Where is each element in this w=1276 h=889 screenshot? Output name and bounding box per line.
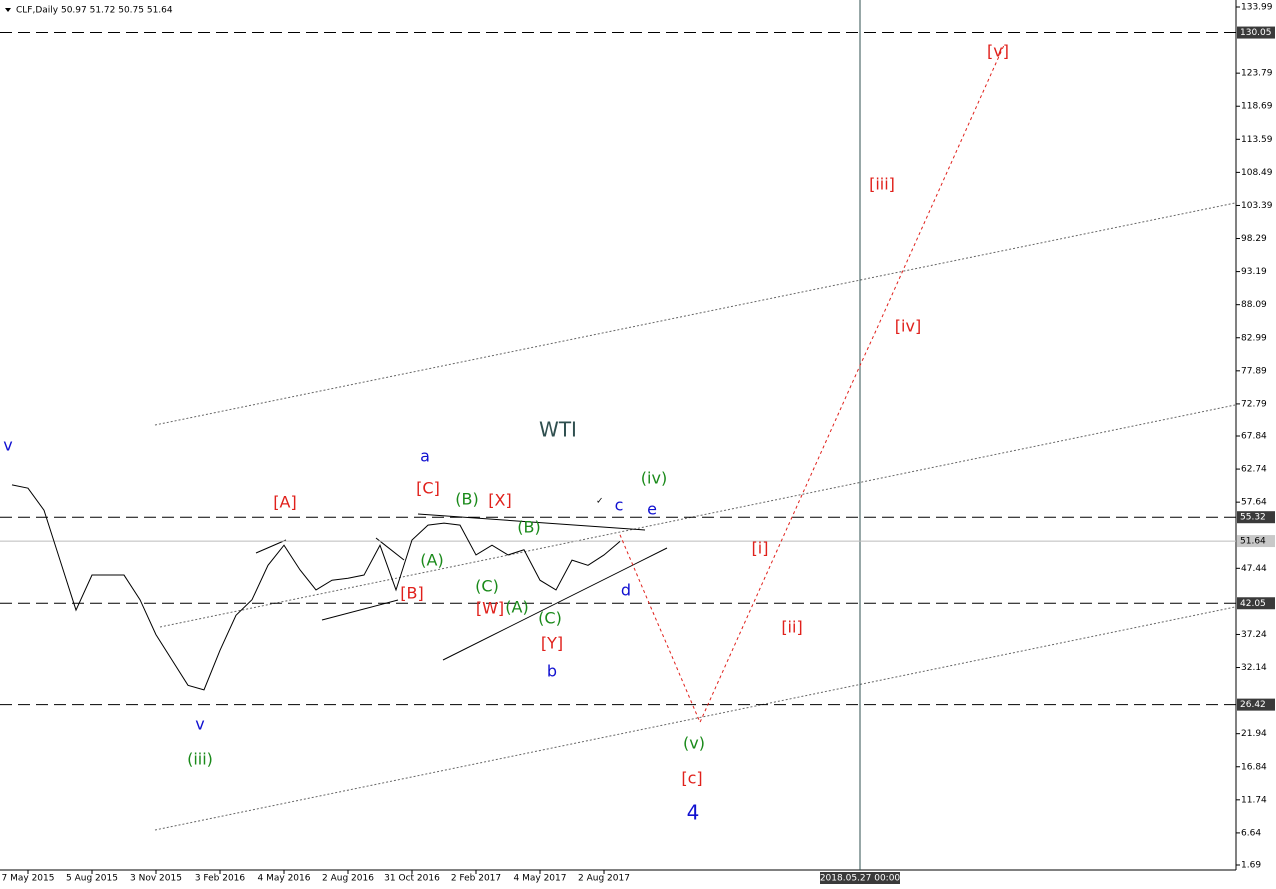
y-tick-label: 133.99 bbox=[1241, 3, 1273, 13]
wave-label: [i] bbox=[752, 539, 769, 558]
x-tick-label: 2 Aug 2016 bbox=[322, 874, 374, 884]
trend-line bbox=[417, 513, 646, 531]
wave-label: b bbox=[547, 662, 557, 681]
wave-label: [A] bbox=[273, 493, 296, 512]
y-tick-label: 16.84 bbox=[1241, 762, 1267, 772]
wave-label: (A) bbox=[505, 598, 528, 617]
wave-label: [C] bbox=[416, 479, 440, 498]
y-tick-label: 72.79 bbox=[1241, 399, 1267, 409]
check-icon: ✓ bbox=[596, 497, 604, 507]
level-label-box bbox=[1237, 597, 1275, 610]
last-price-label: 51.64 bbox=[1240, 537, 1266, 547]
chart-title: CLF,Daily 50.97 51.72 50.75 51.64 bbox=[16, 6, 173, 16]
channel-line bbox=[159, 404, 1236, 628]
last-price-box bbox=[1237, 535, 1275, 548]
level-label: 26.42 bbox=[1240, 700, 1266, 710]
y-tick-label: 57.64 bbox=[1241, 498, 1267, 508]
y-tick-label: 88.09 bbox=[1241, 300, 1267, 310]
wave-label: a bbox=[420, 447, 430, 466]
y-tick-label: 62.74 bbox=[1241, 465, 1267, 475]
wave-label: (v) bbox=[683, 734, 705, 753]
y-tick-label: 113.59 bbox=[1241, 135, 1273, 145]
crosshair-label: 2018.05.27 00:00 bbox=[820, 874, 901, 884]
wave-label: [iii] bbox=[869, 175, 895, 194]
y-tick-label: 82.99 bbox=[1241, 333, 1267, 343]
y-tick-label: 93.19 bbox=[1241, 267, 1267, 277]
wave-label: (B) bbox=[455, 490, 478, 509]
x-tick-label: 2 Aug 2017 bbox=[578, 874, 630, 884]
y-tick-label: 98.29 bbox=[1241, 234, 1267, 244]
wave-label: (iii) bbox=[187, 750, 213, 769]
x-tick-label: 3 Feb 2016 bbox=[195, 874, 246, 884]
wave-label: (C) bbox=[538, 609, 562, 628]
trend-line bbox=[442, 547, 668, 661]
level-label: 42.05 bbox=[1240, 599, 1266, 609]
wave-label: v bbox=[195, 715, 204, 734]
wave-label: [v] bbox=[987, 42, 1009, 61]
y-tick-label: 37.24 bbox=[1241, 630, 1267, 640]
wave-label: [c] bbox=[681, 769, 702, 788]
wave-label: (B) bbox=[517, 518, 540, 537]
level-label: 55.32 bbox=[1240, 513, 1266, 523]
y-tick-label: 32.14 bbox=[1241, 663, 1267, 673]
y-tick-label: 47.44 bbox=[1241, 564, 1267, 574]
price-line bbox=[11, 484, 621, 691]
crosshair-label-box bbox=[820, 872, 900, 884]
y-tick-label: 103.39 bbox=[1241, 201, 1273, 211]
x-tick-label: 7 May 2015 bbox=[2, 874, 55, 884]
trend-line bbox=[255, 539, 287, 554]
channel-lines bbox=[154, 202, 1236, 831]
wave-label: d bbox=[621, 581, 631, 600]
x-tick-label: 31 Oct 2016 bbox=[384, 874, 440, 884]
wave-label: (iv) bbox=[641, 469, 667, 488]
x-tick-label: 3 Nov 2015 bbox=[130, 874, 182, 884]
level-label-box bbox=[1237, 511, 1275, 524]
wave-label: c bbox=[615, 496, 624, 515]
wave-label: 4 bbox=[687, 801, 700, 825]
y-tick-label: 21.94 bbox=[1241, 729, 1267, 739]
x-tick-label: 4 May 2017 bbox=[514, 874, 567, 884]
level-label-box bbox=[1237, 26, 1275, 39]
wave-label: [B] bbox=[400, 584, 423, 603]
x-tick-label: 5 Aug 2015 bbox=[66, 874, 118, 884]
x-tick-label: 2 Feb 2017 bbox=[451, 874, 501, 884]
projection-line bbox=[619, 44, 1005, 724]
wave-label: [iv] bbox=[895, 317, 921, 336]
y-tick-label: 118.69 bbox=[1241, 102, 1273, 112]
wave-label: (C) bbox=[475, 577, 499, 596]
y-tick-label: 1.69 bbox=[1241, 861, 1261, 871]
x-tick-label: 4 May 2016 bbox=[258, 874, 311, 884]
wave-label: v bbox=[3, 436, 12, 455]
y-tick-label: 67.84 bbox=[1241, 432, 1267, 442]
wave-label: (A) bbox=[420, 551, 443, 570]
y-tick-label: 123.79 bbox=[1241, 69, 1273, 79]
wave-label: [Y] bbox=[541, 634, 563, 653]
y-tick-label: 77.89 bbox=[1241, 366, 1267, 376]
menu-icon[interactable] bbox=[5, 8, 11, 12]
trend-line bbox=[375, 537, 405, 561]
level-label-box bbox=[1237, 698, 1275, 711]
y-tick-label: 6.64 bbox=[1241, 828, 1261, 838]
y-tick-label: 11.74 bbox=[1241, 795, 1267, 805]
trend-lines bbox=[255, 513, 668, 661]
wave-label: [W] bbox=[476, 599, 504, 618]
wave-label: [X] bbox=[488, 491, 511, 510]
level-label: 130.05 bbox=[1240, 28, 1272, 38]
wave-label: e bbox=[647, 500, 657, 519]
y-tick-label: 108.49 bbox=[1241, 168, 1273, 178]
wave-label: [ii] bbox=[781, 618, 802, 637]
wave-label: WTI bbox=[539, 418, 577, 442]
